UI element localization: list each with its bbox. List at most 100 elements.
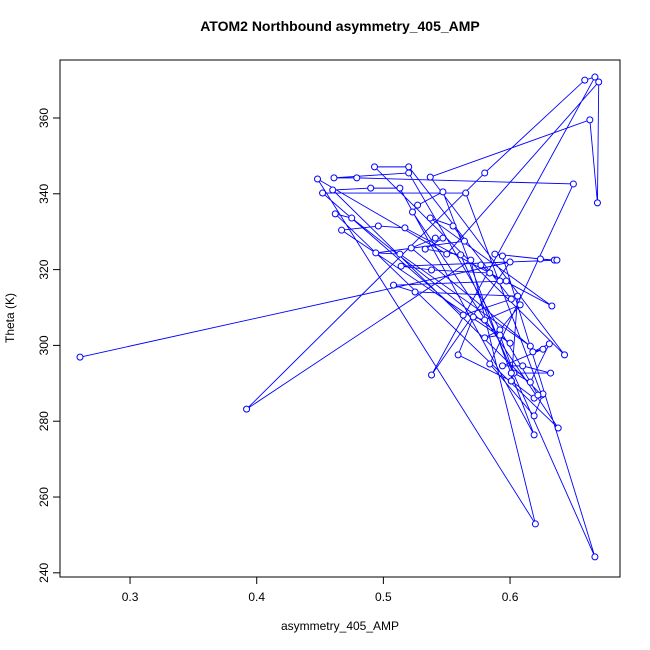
point xyxy=(409,208,417,216)
point xyxy=(569,180,577,188)
point xyxy=(449,222,457,230)
point xyxy=(431,234,439,242)
chart-title: ATOM2 Northbound asymmetry_405_AMP xyxy=(200,18,480,34)
point xyxy=(319,189,327,197)
point xyxy=(348,214,356,222)
point xyxy=(554,424,562,432)
point xyxy=(390,281,398,289)
y-tick-label: 260 xyxy=(37,487,51,507)
point xyxy=(454,351,462,359)
x-axis-label: asymmetry_405_AMP xyxy=(281,619,399,633)
point xyxy=(460,237,468,245)
point xyxy=(529,348,537,356)
point xyxy=(507,377,515,385)
point xyxy=(374,222,382,230)
x-tick-label: 0.5 xyxy=(375,590,392,604)
point xyxy=(593,199,601,207)
series-line xyxy=(79,76,600,558)
point xyxy=(401,224,409,232)
y-tick-label: 320 xyxy=(37,259,51,279)
point xyxy=(426,214,434,222)
point xyxy=(486,269,494,277)
point xyxy=(526,342,534,350)
point xyxy=(372,249,380,257)
point xyxy=(421,245,429,253)
point xyxy=(459,311,467,319)
point xyxy=(581,76,589,84)
point xyxy=(507,369,515,377)
x-tick-label: 0.6 xyxy=(502,590,519,604)
point xyxy=(467,256,475,264)
point xyxy=(428,266,436,274)
point xyxy=(502,277,510,285)
point xyxy=(547,369,555,377)
point xyxy=(426,173,434,181)
y-tick-label: 300 xyxy=(37,335,51,355)
point xyxy=(561,351,569,359)
point xyxy=(330,174,338,182)
point xyxy=(595,78,603,86)
point xyxy=(367,184,375,192)
y-tick-label: 240 xyxy=(37,562,51,582)
point xyxy=(531,520,539,528)
point xyxy=(405,163,413,171)
point xyxy=(534,391,542,399)
x-tick-label: 0.4 xyxy=(248,590,265,604)
point xyxy=(443,250,451,258)
point xyxy=(514,292,522,300)
point xyxy=(329,186,337,194)
point xyxy=(591,73,599,81)
point xyxy=(506,339,514,347)
point xyxy=(481,334,489,342)
point xyxy=(498,362,506,370)
point xyxy=(496,277,504,285)
point xyxy=(414,201,422,209)
point xyxy=(530,412,538,420)
point xyxy=(469,313,477,321)
point xyxy=(397,262,405,270)
point xyxy=(457,251,465,259)
point xyxy=(243,405,251,413)
point xyxy=(496,331,504,339)
point xyxy=(548,302,556,310)
point xyxy=(526,378,534,386)
point xyxy=(539,345,547,353)
y-tick-label: 360 xyxy=(37,108,51,128)
plot-frame xyxy=(59,59,621,578)
point xyxy=(371,163,379,171)
point xyxy=(545,340,553,348)
point xyxy=(338,226,346,234)
point xyxy=(516,301,524,309)
point xyxy=(331,210,339,218)
point xyxy=(462,189,470,197)
point xyxy=(591,553,599,561)
point xyxy=(486,360,494,368)
point xyxy=(439,188,447,196)
point xyxy=(428,371,436,379)
point xyxy=(507,295,515,303)
point xyxy=(407,244,415,252)
point xyxy=(481,169,489,177)
y-tick-label: 280 xyxy=(37,411,51,431)
point xyxy=(477,261,485,269)
point xyxy=(396,184,404,192)
point xyxy=(396,250,404,258)
point xyxy=(491,250,499,258)
point xyxy=(405,169,413,177)
x-tick-label: 0.3 xyxy=(122,590,139,604)
point xyxy=(411,288,419,296)
point xyxy=(76,353,84,361)
point xyxy=(498,252,506,260)
point xyxy=(586,116,594,124)
y-tick-label: 340 xyxy=(37,183,51,203)
point xyxy=(353,174,361,182)
point xyxy=(439,234,447,242)
point xyxy=(519,362,527,370)
point xyxy=(481,316,489,324)
point xyxy=(506,258,514,266)
point xyxy=(553,256,561,264)
y-axis-label: Theta (K) xyxy=(3,293,17,343)
point xyxy=(530,431,538,439)
point xyxy=(536,255,544,263)
